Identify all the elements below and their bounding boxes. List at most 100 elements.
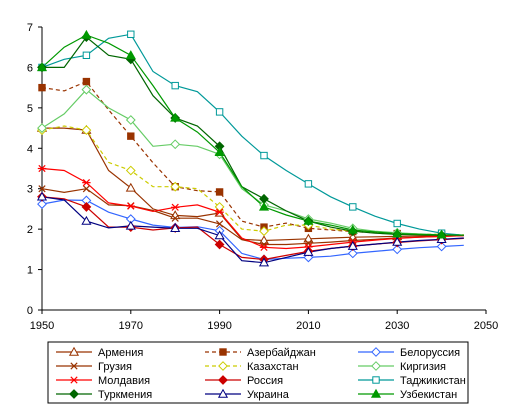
data-point-marker xyxy=(347,240,358,250)
legend-marker xyxy=(219,348,227,356)
data-point-marker xyxy=(171,214,179,222)
chart-series-markers xyxy=(36,29,447,267)
y-tick-label: 4 xyxy=(27,143,33,155)
series-line-9 xyxy=(42,36,464,236)
y-tick-label: 3 xyxy=(27,184,33,196)
data-point-marker xyxy=(37,123,47,133)
data-point-marker xyxy=(125,182,136,192)
data-point-marker xyxy=(303,246,314,256)
data-point-marker xyxy=(82,51,91,59)
data-point-marker xyxy=(82,77,91,86)
legend-label: Молдавия xyxy=(98,375,150,387)
data-point-marker xyxy=(260,240,268,249)
y-tick-label: 6 xyxy=(27,62,33,74)
data-point-marker xyxy=(125,50,136,59)
data-point-marker xyxy=(81,125,92,135)
legend-label: Россия xyxy=(247,375,283,387)
legend-marker xyxy=(218,375,228,385)
legend-marker xyxy=(68,346,80,356)
data-point-marker xyxy=(81,84,92,95)
x-tick-label: 2030 xyxy=(385,320,409,332)
legend-marker xyxy=(70,362,78,370)
data-point-marker xyxy=(259,226,269,237)
legend-marker xyxy=(218,361,228,371)
data-point-marker xyxy=(81,202,92,212)
legend-label: Казахстан xyxy=(247,361,299,373)
legend-item: Грузия xyxy=(56,361,132,373)
data-point-marker xyxy=(37,164,47,173)
x-tick-label: 1970 xyxy=(119,320,143,332)
legend-label: Азербайджан xyxy=(247,347,316,359)
legend-label: Киргизия xyxy=(400,361,446,373)
x-tick-label: 2050 xyxy=(474,320,498,332)
legend-item: Узбекистан xyxy=(358,388,457,401)
marker-stroke xyxy=(215,220,224,228)
legend-item: Украина xyxy=(205,388,290,401)
data-point-marker xyxy=(436,234,447,243)
data-point-marker xyxy=(82,185,91,193)
legend-item: Киргизия xyxy=(358,361,446,373)
legend-marker xyxy=(370,388,382,398)
data-point-marker xyxy=(36,191,48,201)
data-point-marker xyxy=(304,180,313,188)
data-point-marker xyxy=(38,83,46,92)
data-point-marker xyxy=(170,139,181,150)
legend-marker xyxy=(371,361,381,371)
data-point-marker xyxy=(170,112,181,122)
chart-legend: Армения Азербайджан Белоруссия Грузия Казахс… xyxy=(47,341,469,404)
data-point-marker xyxy=(215,220,224,228)
y-tick-label: 7 xyxy=(27,22,33,34)
data-point-marker xyxy=(38,185,46,193)
series-line-11 xyxy=(41,34,464,236)
data-point-marker xyxy=(214,202,225,212)
legend-item: Азербайджан xyxy=(205,347,316,359)
marker-stroke xyxy=(171,214,179,222)
marker-stroke xyxy=(260,240,268,249)
legend-item: Армения xyxy=(56,346,143,359)
data-point-marker xyxy=(436,229,447,239)
legend-marker xyxy=(69,376,79,384)
y-tick-label: 0 xyxy=(27,305,33,317)
data-point-marker xyxy=(171,81,179,90)
data-point-marker xyxy=(214,230,225,240)
chart-series-lines xyxy=(41,33,464,264)
legend-label: Таджикистан xyxy=(400,375,466,387)
data-point-marker xyxy=(393,219,401,228)
x-tick-label: 1950 xyxy=(30,320,54,332)
data-point-marker xyxy=(303,215,314,225)
data-point-marker xyxy=(392,228,403,238)
legend-label: Армения xyxy=(98,347,143,359)
data-point-marker xyxy=(127,30,135,38)
y-tick-label: 1 xyxy=(27,265,33,277)
data-point-marker xyxy=(170,223,181,233)
marker-stroke xyxy=(38,185,46,193)
data-point-marker xyxy=(347,224,358,234)
data-point-marker xyxy=(37,199,47,209)
data-point-marker xyxy=(258,257,270,267)
data-point-marker xyxy=(392,236,403,246)
data-point-marker xyxy=(347,248,358,259)
data-point-marker xyxy=(214,147,225,157)
legend-label: Грузия xyxy=(98,361,132,373)
data-point-marker xyxy=(260,151,268,160)
data-point-marker xyxy=(125,165,136,176)
data-point-marker xyxy=(127,132,135,140)
chart-axes: 0 1 2 3 4 5 6 7 1950 1970 1990 2010 2030 2050 xyxy=(27,22,498,332)
data-point-marker xyxy=(436,241,447,252)
legend-item: Россия xyxy=(205,375,283,387)
data-point-marker xyxy=(215,188,224,196)
series-line-10 xyxy=(41,196,464,264)
series-line-5 xyxy=(41,88,464,236)
data-point-marker xyxy=(215,108,224,116)
legend-item: Казахстан xyxy=(205,361,299,373)
x-tick-label: 1990 xyxy=(207,320,231,332)
legend-item: Белоруссия xyxy=(358,347,460,359)
data-point-marker xyxy=(81,29,92,39)
data-point-marker xyxy=(82,179,91,187)
data-point-marker xyxy=(303,233,314,243)
marker-stroke xyxy=(82,185,91,193)
y-tick-label: 2 xyxy=(27,224,33,236)
data-point-marker xyxy=(81,215,92,225)
legend-item: Таджикистан xyxy=(358,375,466,387)
